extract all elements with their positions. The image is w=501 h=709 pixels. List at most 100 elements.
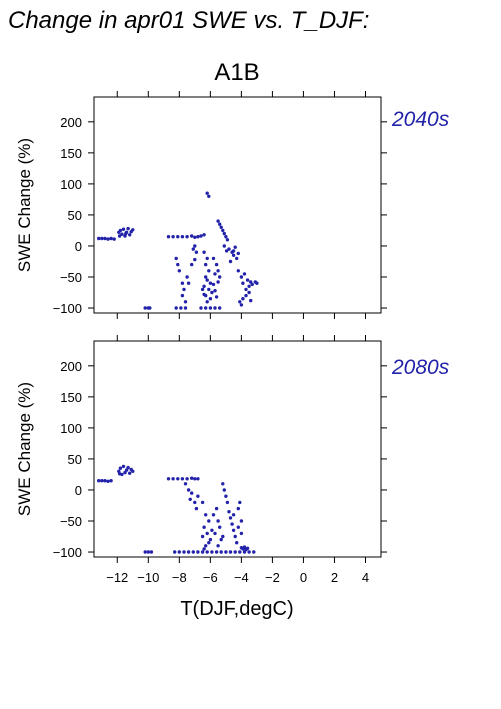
scatter-point: [244, 293, 248, 298]
period-label: 2040s: [391, 108, 450, 131]
scatter-point: [190, 491, 194, 495]
x-tick-label: −2: [265, 570, 280, 585]
scatter-point: [241, 281, 245, 285]
scatter-point: [103, 479, 107, 483]
scatter-point: [205, 550, 209, 554]
scatter-point: [193, 235, 197, 239]
scatter-point: [190, 262, 194, 267]
scatter-point: [207, 519, 211, 523]
scatter-point: [174, 306, 178, 310]
x-tick-label: −6: [203, 570, 218, 585]
scatter-point: [231, 253, 236, 257]
y-tick-label: 100: [60, 177, 82, 192]
scatter-point: [213, 531, 217, 536]
scatter-point: [126, 465, 130, 470]
scatter-point: [238, 300, 242, 304]
scatter-point: [216, 544, 220, 548]
scatter-point: [148, 306, 152, 310]
scatter-point: [186, 550, 191, 554]
scatter-point: [185, 275, 189, 279]
scatter-point: [218, 275, 222, 279]
scatter-point: [128, 233, 132, 237]
scatter-point: [210, 290, 214, 295]
scatter-point: [146, 550, 150, 554]
y-tick-label: −100: [53, 301, 82, 316]
scatter-point: [202, 284, 206, 288]
scatter-point: [171, 477, 175, 481]
scatter-point: [245, 546, 250, 550]
x-tick-label: −10: [137, 570, 159, 585]
scatter-point: [247, 290, 251, 295]
scatter-point: [249, 298, 253, 303]
scatter-point: [177, 550, 181, 554]
scatter-point: [126, 226, 130, 231]
period-label: 2080s: [391, 356, 450, 379]
scatter-point: [216, 219, 220, 223]
scatter-point: [177, 269, 181, 273]
scatter-point: [214, 550, 219, 554]
scatter-point: [235, 541, 239, 545]
scatter-point: [218, 525, 222, 529]
y-tick-label: 50: [68, 208, 82, 223]
scatter-point: [202, 525, 206, 529]
scatter-point: [186, 488, 191, 492]
scatter-point: [193, 257, 197, 262]
scatter-point: [247, 284, 251, 288]
scatter-point: [204, 262, 208, 267]
x-tick-label: 2: [331, 570, 338, 585]
scenario-label: A1B: [214, 59, 259, 86]
scatter-point: [231, 528, 236, 532]
scatter-point: [211, 256, 216, 261]
x-axis-label: T(DJF,degC): [180, 598, 293, 620]
scatter-point: [208, 306, 213, 310]
scatter-point: [238, 500, 242, 505]
y-tick-label: 200: [60, 359, 82, 374]
scatter-point: [204, 544, 208, 548]
scatter-point: [227, 510, 231, 514]
scatter-point: [211, 282, 216, 287]
scatter-point: [200, 500, 205, 505]
scatter-point: [103, 236, 107, 241]
scatter-point: [166, 235, 171, 239]
plot-frame: [93, 96, 382, 314]
scatter-point: [194, 506, 199, 511]
y-tick-label: −50: [60, 270, 82, 285]
scatter-point: [109, 479, 113, 483]
scatter-point: [216, 280, 220, 284]
scatter-point: [242, 272, 247, 276]
scatter-point: [228, 259, 233, 264]
scatter-point: [121, 464, 126, 469]
scatter-point: [222, 488, 226, 492]
scatter-point: [225, 500, 230, 505]
scatter-point: [205, 300, 209, 304]
plot-frame: [93, 340, 382, 558]
scatter-point: [224, 235, 228, 239]
panel-2040s: 200 150 100 50 0 −50 −100 2040s SWE Change (%): [15, 91, 450, 319]
scatter-point: [106, 237, 110, 241]
y-tick-label: −50: [60, 514, 82, 529]
scatter-point: [213, 272, 217, 276]
axes: 200 150 100 50 0 −50 −100 −12 −10 −8 −6 −4 −2 0 2 4: [53, 335, 387, 585]
scatter-point: [224, 249, 229, 253]
scatter-point: [213, 306, 217, 310]
scatter-point: [202, 233, 206, 237]
scatter-point: [143, 550, 147, 554]
scatter-point: [221, 534, 225, 539]
scatter-point: [245, 278, 250, 282]
scatter-point: [185, 235, 189, 239]
scatter-points: [97, 464, 256, 554]
scatter-point: [204, 306, 208, 310]
scatter-point: [224, 550, 228, 554]
scatter-point: [202, 250, 206, 254]
scatter-point: [100, 479, 104, 483]
scatter-point: [200, 287, 205, 292]
scatter-point: [236, 269, 240, 273]
scatter-point: [204, 513, 208, 517]
scatter-point: [235, 256, 239, 261]
scatter-point: [218, 222, 222, 226]
scatter-point: [252, 550, 256, 554]
scatter-point: [216, 269, 220, 273]
scatter-point: [221, 228, 225, 233]
scatter-point: [233, 245, 237, 249]
